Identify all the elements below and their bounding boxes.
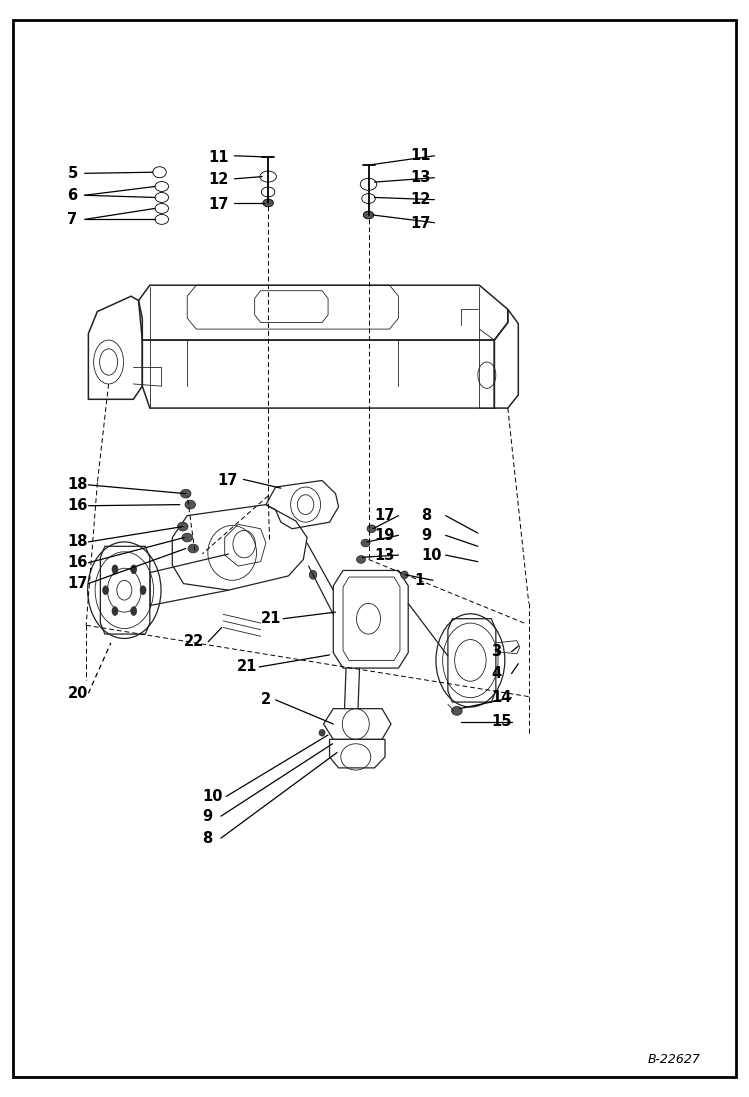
Ellipse shape xyxy=(361,539,370,547)
Text: 21: 21 xyxy=(261,611,281,626)
Ellipse shape xyxy=(319,730,325,736)
Ellipse shape xyxy=(357,555,366,564)
Text: 17: 17 xyxy=(410,216,431,231)
Text: 22: 22 xyxy=(184,634,204,649)
Text: 12: 12 xyxy=(208,172,228,188)
Circle shape xyxy=(140,586,146,595)
Circle shape xyxy=(103,586,109,595)
Text: B-22627: B-22627 xyxy=(647,1053,700,1066)
Circle shape xyxy=(130,565,137,574)
Ellipse shape xyxy=(452,706,462,715)
Text: 17: 17 xyxy=(217,473,237,488)
Text: 1: 1 xyxy=(414,573,425,588)
Text: 18: 18 xyxy=(67,477,88,493)
Text: 5: 5 xyxy=(67,166,78,181)
Ellipse shape xyxy=(367,525,376,533)
Text: 20: 20 xyxy=(67,686,88,701)
Text: 16: 16 xyxy=(67,555,88,570)
Text: 8: 8 xyxy=(202,830,213,846)
Ellipse shape xyxy=(263,200,273,207)
Circle shape xyxy=(112,607,118,615)
Text: 7: 7 xyxy=(67,212,78,227)
Circle shape xyxy=(112,565,118,574)
Text: 17: 17 xyxy=(67,576,88,591)
Ellipse shape xyxy=(185,500,195,509)
Text: 9: 9 xyxy=(202,808,213,824)
Text: 17: 17 xyxy=(374,508,395,523)
Text: 16: 16 xyxy=(67,498,88,513)
Text: 10: 10 xyxy=(421,547,441,563)
Text: 11: 11 xyxy=(208,150,228,166)
Text: 3: 3 xyxy=(491,644,502,659)
Ellipse shape xyxy=(309,570,317,579)
Text: 11: 11 xyxy=(410,148,431,163)
Ellipse shape xyxy=(188,544,198,553)
Text: 8: 8 xyxy=(421,508,431,523)
Text: 12: 12 xyxy=(410,192,431,207)
Text: 18: 18 xyxy=(67,534,88,550)
Ellipse shape xyxy=(178,522,188,531)
Text: 6: 6 xyxy=(67,188,78,203)
Text: 15: 15 xyxy=(491,714,512,730)
Ellipse shape xyxy=(363,211,374,219)
Ellipse shape xyxy=(181,489,191,498)
Text: 21: 21 xyxy=(237,659,257,675)
Ellipse shape xyxy=(401,570,408,579)
Text: 2: 2 xyxy=(261,692,271,708)
Text: 10: 10 xyxy=(202,789,222,804)
Circle shape xyxy=(130,607,136,615)
Ellipse shape xyxy=(182,533,192,542)
Text: 17: 17 xyxy=(208,196,228,212)
Text: 13: 13 xyxy=(374,547,395,563)
Text: 4: 4 xyxy=(491,666,502,681)
Text: 14: 14 xyxy=(491,690,512,705)
Text: 9: 9 xyxy=(421,528,431,543)
Text: 19: 19 xyxy=(374,528,395,543)
Text: 13: 13 xyxy=(410,170,431,185)
